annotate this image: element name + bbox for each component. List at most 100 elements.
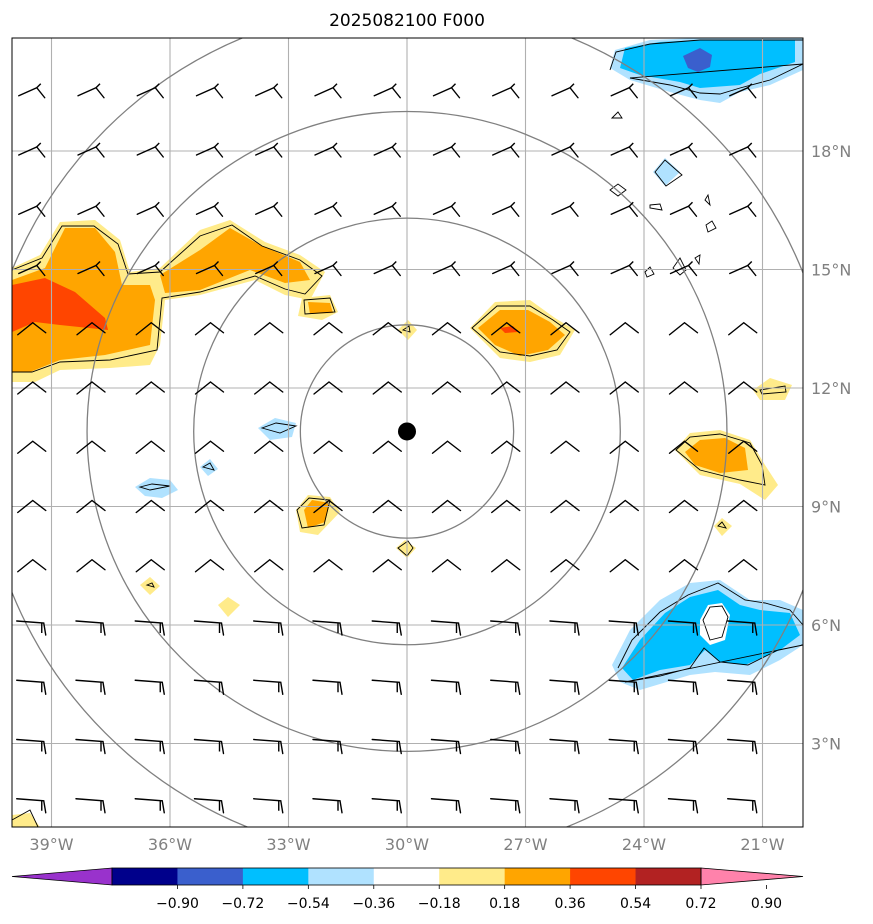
contour-line	[704, 193, 711, 207]
wind-barb	[76, 321, 106, 336]
contour-line	[201, 462, 215, 471]
wind-barb	[255, 261, 283, 277]
wind-barb	[667, 620, 699, 636]
wind-barb	[136, 201, 164, 217]
wind-barb	[609, 499, 639, 514]
wind-barb	[608, 679, 639, 695]
wind-barb	[668, 381, 699, 395]
field-region	[12, 278, 108, 332]
wind-barb	[549, 679, 580, 695]
wind-barb	[16, 798, 47, 814]
colorbar-tick-label: 0.90	[751, 896, 782, 912]
wind-barb	[608, 620, 639, 636]
longitude-tick-label: 24°W	[622, 835, 666, 854]
colorbar-tick-label: 0.18	[489, 896, 520, 912]
longitude-tick-label: 33°W	[266, 835, 310, 854]
wind-barb	[253, 620, 284, 636]
wind-barb	[314, 201, 342, 217]
contour-line	[617, 582, 803, 683]
wind-barb	[75, 798, 106, 814]
contour-line	[705, 220, 717, 233]
wind-barb	[76, 440, 106, 454]
wind-barb	[255, 142, 283, 158]
wind-barb	[728, 440, 758, 454]
wind-barb	[431, 558, 462, 573]
storm-center-marker	[398, 422, 416, 441]
wind-barb	[610, 201, 638, 217]
wind-barb	[608, 798, 639, 814]
wind-barb	[729, 201, 757, 217]
contour-line	[145, 582, 155, 588]
wind-barb	[492, 261, 520, 277]
wind-barb	[313, 321, 343, 336]
wind-barb	[491, 499, 521, 514]
wind-barb	[372, 558, 402, 573]
wind-barb	[134, 620, 165, 636]
wind-barb	[727, 738, 758, 755]
wind-barb	[432, 83, 461, 99]
colorbar-tick-label: −0.54	[287, 896, 330, 912]
colorbar-tick-label: 0.36	[555, 896, 586, 912]
wind-barb	[668, 499, 699, 514]
wind-barb	[77, 142, 105, 158]
wind-barb	[431, 440, 462, 454]
colorbar-extend-high	[700, 867, 804, 886]
wind-barb	[373, 261, 401, 277]
wind-barb	[610, 142, 638, 158]
wind-barb	[255, 201, 283, 217]
wind-barb	[550, 440, 580, 454]
wind-barb	[195, 83, 224, 99]
wind-barb	[254, 440, 284, 454]
wind-barb	[667, 798, 699, 814]
wind-barb	[729, 83, 757, 99]
wind-barb	[76, 499, 106, 514]
wind-barb	[490, 679, 521, 695]
wind-barb	[312, 798, 343, 814]
wind-barb	[313, 440, 343, 454]
wind-barb	[313, 499, 343, 514]
range-rings	[12, 38, 803, 827]
wind-barb	[669, 201, 698, 217]
wind-barb	[609, 321, 639, 336]
wind-barb	[431, 499, 462, 514]
wind-barb	[551, 261, 579, 277]
wind-barb	[372, 499, 402, 514]
field-region	[258, 418, 296, 440]
wind-barb	[549, 620, 580, 636]
wind-barb	[134, 679, 165, 695]
contour-line	[303, 297, 336, 315]
colorbar-tick-label: −0.90	[156, 896, 199, 912]
wind-barb	[550, 558, 580, 573]
wind-barb	[17, 321, 47, 336]
wind-barb	[490, 798, 521, 814]
colorbar-segment	[504, 868, 571, 885]
wind-barb	[669, 142, 698, 158]
wind-barb	[16, 620, 47, 636]
colorbar-segment	[308, 868, 375, 885]
wind-barb	[75, 738, 106, 755]
map-frame	[11, 37, 804, 828]
wind-barb	[134, 738, 165, 755]
contour-line	[610, 111, 623, 119]
wind-barb	[430, 620, 462, 636]
wind-barb	[76, 558, 106, 573]
wind-barb	[18, 261, 46, 277]
wind-barb	[728, 499, 758, 514]
range-ring	[299, 324, 515, 539]
wind-barb	[669, 261, 698, 277]
wind-barb	[371, 620, 402, 636]
wind-barb	[372, 381, 402, 395]
wind-barb	[195, 261, 224, 277]
colorbar-segment	[177, 868, 244, 885]
field-region	[12, 228, 310, 372]
wind-barb	[193, 798, 225, 814]
wind-barb	[549, 798, 580, 814]
wind-barb	[136, 142, 164, 158]
wind-barb	[492, 142, 520, 158]
wind-barb	[430, 679, 462, 695]
contour-line	[260, 422, 298, 434]
wind-barb	[194, 381, 225, 395]
wind-barb	[551, 201, 579, 217]
longitude-tick-label: 27°W	[503, 835, 547, 854]
wind-barb	[77, 83, 105, 99]
